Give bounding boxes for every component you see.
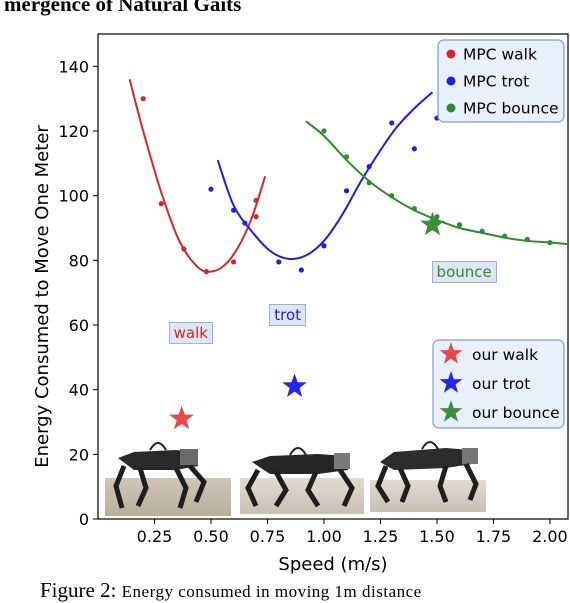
legend-marker (446, 103, 456, 113)
legend-star-marker (439, 400, 463, 422)
caption-text: Energy consumed in moving 1m distance (121, 582, 422, 601)
mpc-bounce-point (547, 239, 553, 246)
mpc-bounce-point (434, 214, 440, 220)
legend-star-marker (439, 371, 463, 393)
mpc-walk-point (140, 96, 146, 102)
legend-label: our walk (472, 346, 538, 364)
mpc-walk-point (181, 246, 187, 252)
y-tick-label: 140 (58, 57, 89, 76)
mpc-bounce-point (479, 228, 485, 234)
y-axis-label: Energy Consumed to Move One Meter (32, 125, 53, 468)
mpc-trot-point (208, 186, 214, 192)
mpc-bounce-point (366, 180, 372, 186)
annotation-trot: trot (269, 304, 307, 327)
robot-photo-trot (240, 440, 364, 514)
legend-label: MPC walk (463, 46, 537, 64)
legend-star-marker (439, 342, 463, 364)
our-bounce-star (420, 211, 445, 236)
legend-label: MPC trot (463, 73, 529, 91)
mpc-bounce-point (524, 236, 530, 242)
mpc-trot-point (321, 243, 327, 249)
mpc-trot-point (298, 267, 304, 273)
mpc-trot-point (411, 146, 417, 152)
mpc-walk-point (203, 269, 210, 275)
legend-ours: our walk our trot our bounce (432, 339, 565, 429)
mpc-bounce-point (411, 206, 417, 212)
x-tick-label: 1.50 (419, 527, 455, 546)
mpc-trot-point (343, 188, 350, 194)
legend-mpc: MPC walk MPC trot MPC bounce (437, 39, 565, 123)
mpc-bounce-point (389, 193, 395, 199)
chart-overlay: MPC walk MPC trot MPC bounce our walk our tr… (169, 39, 565, 430)
mpc-trot-point (366, 163, 372, 170)
mpc-bounce-point (456, 222, 463, 228)
figure-caption: Figure 2: Energy consumed in moving 1m d… (40, 578, 422, 603)
x-tick-label: 0.75 (250, 527, 286, 546)
caption-prefix: Figure 2: (40, 578, 117, 602)
legend-label: MPC bounce (463, 100, 559, 118)
x-axis-label: Speed (m/s) (278, 554, 387, 575)
mpc-trot-point (276, 259, 282, 265)
mpc-trot-point (389, 120, 395, 126)
mpc-bounce-point (343, 154, 350, 160)
plot-area: 0.25 0.50 0.75 1.00 1.25 1.50 1.75 2.00 0 20 40 60 8… (32, 33, 569, 575)
annotation-bounce: bounce (431, 260, 497, 283)
mpc-walk-point (230, 259, 237, 265)
mpc-walk-point (253, 214, 259, 220)
legend-label: our bounce (472, 404, 560, 422)
robot-photo-bounce (370, 436, 486, 512)
robot-photo-walk (105, 440, 231, 516)
y-tick-label: 100 (58, 187, 89, 206)
x-tick-label: 0.50 (193, 527, 229, 546)
mpc-trot-point (230, 207, 237, 213)
mpc-bounce-point (321, 128, 327, 134)
y-tick-label: 20 (69, 445, 89, 464)
our-trot-star (282, 373, 307, 397)
mpc-walk-point (158, 201, 164, 207)
mpc-trot-point (242, 220, 248, 226)
mpc-walk-point (253, 197, 259, 204)
axes-frame (97, 33, 569, 520)
our-walk-star (169, 405, 194, 430)
x-tick-label: 0.25 (137, 527, 173, 546)
x-tick-label: 2.00 (532, 527, 568, 546)
x-tick-label: 1.25 (363, 527, 399, 546)
mpc-bounce-point (502, 233, 508, 239)
y-tick-label: 0 (79, 510, 89, 529)
legend-ours-box (432, 339, 565, 429)
legend-marker (446, 76, 456, 86)
section-heading: mergence of Natural Gaits (4, 0, 242, 16)
mpc-walk-fit-line (128, 79, 267, 273)
annotation-walk: walk (168, 322, 213, 345)
y-tick-label: 40 (69, 381, 89, 400)
legend-marker (446, 49, 456, 59)
robot-photos (105, 436, 486, 516)
x-tick-label: 1.00 (306, 527, 342, 546)
y-tick-label: 60 (69, 316, 89, 335)
y-tick-label: 80 (69, 251, 89, 270)
legend-mpc-box (437, 39, 565, 123)
y-tick-label: 120 (58, 122, 89, 141)
mpc-trot-fit-line (216, 91, 434, 260)
x-tick-label: 1.75 (476, 527, 512, 546)
legend-label: our trot (472, 375, 530, 393)
